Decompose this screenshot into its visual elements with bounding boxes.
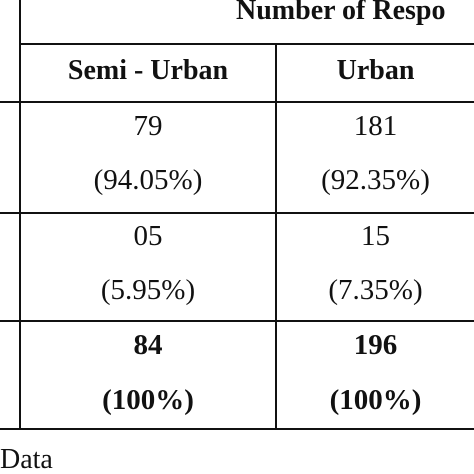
table-left-border [19, 0, 21, 430]
cell-count: 05 [133, 220, 163, 252]
total-percent: (100%) [102, 384, 194, 416]
cell-count: 15 [361, 220, 390, 252]
row-rule [0, 320, 474, 322]
group-header-rule [19, 43, 474, 45]
cell-percent: (7.35%) [328, 274, 423, 306]
total-count: 84 [133, 329, 163, 361]
cell-percent: (5.95%) [100, 274, 196, 306]
cell-count: 181 [353, 110, 398, 142]
total-percent: (100%) [329, 384, 422, 416]
total-count: 196 [353, 329, 398, 361]
cell-count: 79 [133, 110, 163, 142]
group-header: Number of Respo [236, 0, 446, 26]
header-rule [0, 101, 474, 103]
column-divider [275, 44, 277, 430]
table-bottom-rule [0, 428, 474, 430]
column-header-semi-urban: Semi - Urban [67, 55, 229, 86]
cell-percent: (92.35%) [321, 164, 430, 196]
cell-percent: (94.05%) [93, 164, 203, 196]
source-note: Data [0, 444, 53, 474]
row-rule [0, 212, 474, 214]
column-header-urban: Urban [336, 55, 415, 86]
